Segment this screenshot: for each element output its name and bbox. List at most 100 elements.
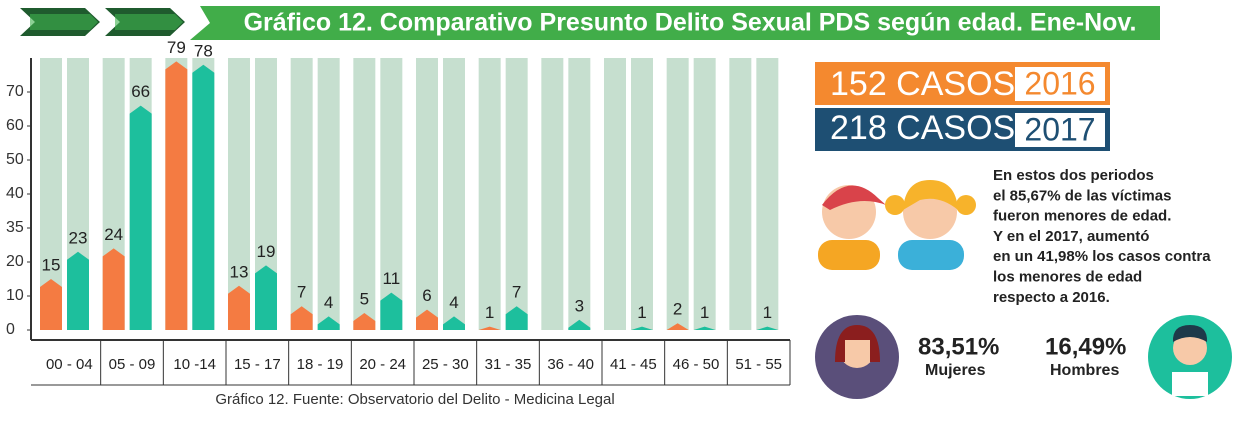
note-line: el 85,67% de las víctimas bbox=[993, 187, 1171, 204]
bar-background bbox=[568, 58, 591, 330]
men-icon bbox=[1173, 331, 1207, 365]
x-tick-label: 46 - 50 bbox=[673, 356, 720, 373]
bar bbox=[40, 279, 62, 330]
x-tick-label: 36 - 40 bbox=[547, 356, 594, 373]
year-box bbox=[1015, 67, 1105, 101]
note-line: En estos dos periodos bbox=[993, 167, 1154, 184]
note-line: Y en el 2017, aumentó bbox=[993, 228, 1149, 245]
note-line: respecto a 2016. bbox=[993, 289, 1110, 306]
value-label: 23 bbox=[69, 228, 88, 247]
x-tick-label: 05 - 09 bbox=[109, 356, 156, 373]
value-label: 7 bbox=[297, 283, 306, 302]
value-label: 7 bbox=[512, 283, 521, 302]
bar bbox=[631, 326, 653, 330]
chart-title: Gráfico 12. Comparativo Presunto Delito … bbox=[244, 9, 1137, 37]
note: En estos dos periodos el 85,67% de las ví… bbox=[993, 167, 1211, 306]
kids-icon bbox=[818, 180, 976, 270]
value-label: 1 bbox=[485, 303, 494, 322]
case-count: 152 CASOS bbox=[830, 65, 1015, 103]
bar-background bbox=[693, 58, 716, 330]
bar bbox=[568, 319, 591, 330]
bar-background bbox=[756, 58, 779, 330]
stat-value: 83,51% bbox=[918, 333, 999, 360]
title-banner bbox=[190, 6, 1160, 40]
women-icon bbox=[835, 325, 880, 362]
legend-label: 2016 bbox=[1024, 65, 1095, 101]
value-label: 3 bbox=[575, 296, 584, 315]
bar bbox=[255, 265, 277, 330]
value-label: 6 bbox=[422, 286, 431, 305]
bar-background bbox=[380, 58, 403, 330]
x-tick-label: 15 - 17 bbox=[234, 356, 281, 373]
bar bbox=[192, 64, 215, 331]
bar bbox=[505, 306, 528, 330]
bar-background bbox=[631, 58, 653, 330]
value-label: 15 bbox=[42, 255, 61, 274]
bar-background bbox=[353, 58, 376, 330]
y-tick-label: 40 bbox=[6, 185, 24, 202]
bar-background bbox=[604, 58, 626, 330]
men-icon bbox=[1172, 372, 1208, 396]
x-tick-label: 10 -14 bbox=[173, 356, 216, 373]
year-box bbox=[1015, 113, 1105, 147]
value-label: 1 bbox=[763, 303, 772, 322]
value-label: 4 bbox=[449, 293, 458, 312]
x-tick-label: 31 - 35 bbox=[485, 356, 532, 373]
bar bbox=[228, 285, 250, 330]
bar bbox=[693, 326, 716, 330]
y-tick-label: 10 bbox=[6, 287, 24, 304]
bar-background bbox=[290, 58, 313, 330]
bar bbox=[353, 313, 376, 330]
x-tick-label: 25 - 30 bbox=[422, 356, 469, 373]
stat-label: Hombres bbox=[1050, 362, 1119, 379]
y-tick-label: 50 bbox=[6, 151, 24, 168]
bar bbox=[165, 61, 188, 331]
bar-background bbox=[228, 58, 250, 330]
bar bbox=[67, 251, 89, 330]
bar-background bbox=[666, 58, 689, 330]
stat-value: 16,49% bbox=[1045, 333, 1126, 360]
value-label: 5 bbox=[360, 289, 369, 308]
value-label: 11 bbox=[383, 269, 401, 288]
deco bbox=[115, 14, 183, 30]
case-count: 218 CASOS bbox=[830, 109, 1015, 147]
y-tick-label: 0 bbox=[6, 321, 15, 338]
bar-background bbox=[443, 58, 465, 330]
women-icon bbox=[839, 332, 875, 368]
value-label: 79 bbox=[167, 38, 186, 57]
value-label: 78 bbox=[194, 41, 213, 60]
y-tick-label: 60 bbox=[6, 117, 24, 134]
bar bbox=[102, 248, 125, 330]
x-tick-label: 00 - 04 bbox=[46, 356, 93, 373]
stat-label: Mujeres bbox=[925, 362, 986, 379]
value-label: 24 bbox=[104, 225, 123, 244]
bar bbox=[666, 323, 689, 330]
legend-label: 2017 bbox=[1024, 111, 1095, 147]
value-label: 4 bbox=[324, 293, 333, 312]
value-label: 2 bbox=[673, 300, 682, 319]
bar-background bbox=[505, 58, 528, 330]
note-line: los menores de edad bbox=[993, 268, 1142, 285]
source: Gráfico 12. Fuente: Observatorio del Del… bbox=[215, 391, 614, 408]
value-label: 19 bbox=[257, 242, 276, 261]
bar bbox=[756, 326, 779, 330]
bar-background bbox=[541, 58, 564, 330]
x-tick-label: 41 - 45 bbox=[610, 356, 657, 373]
bar bbox=[290, 306, 313, 330]
bar bbox=[380, 292, 403, 330]
deco bbox=[30, 14, 98, 30]
bar bbox=[478, 326, 501, 330]
x-tick-label: 18 - 19 bbox=[297, 356, 344, 373]
bar-background bbox=[317, 58, 340, 330]
x-tick-label: 20 - 24 bbox=[359, 356, 406, 373]
value-label: 13 bbox=[230, 262, 249, 281]
value-label: 1 bbox=[637, 303, 646, 322]
bar-background bbox=[416, 58, 438, 330]
bar bbox=[317, 316, 340, 330]
bar-background bbox=[255, 58, 277, 330]
men-icon bbox=[1172, 325, 1208, 342]
bar bbox=[129, 105, 152, 330]
bar bbox=[416, 309, 438, 330]
bar-background bbox=[478, 58, 501, 330]
